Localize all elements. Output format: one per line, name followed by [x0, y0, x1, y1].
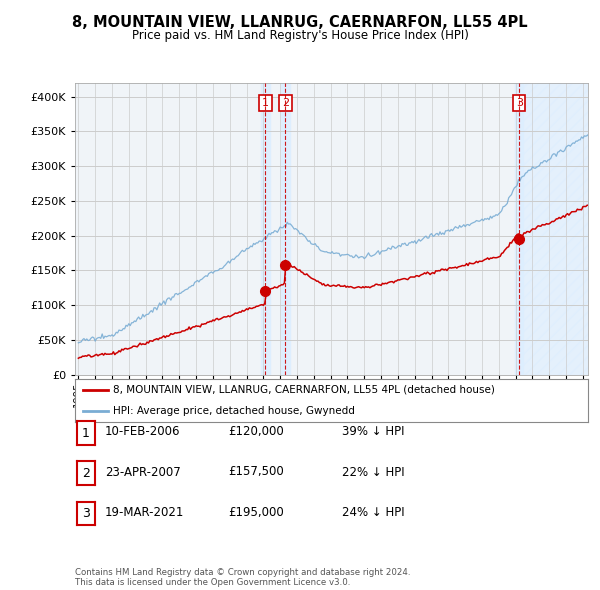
Text: 23-APR-2007: 23-APR-2007 — [105, 466, 181, 478]
Text: 8, MOUNTAIN VIEW, LLANRUG, CAERNARFON, LL55 4PL (detached house): 8, MOUNTAIN VIEW, LLANRUG, CAERNARFON, L… — [113, 385, 496, 395]
Text: 10-FEB-2006: 10-FEB-2006 — [105, 425, 181, 438]
Text: £120,000: £120,000 — [228, 425, 284, 438]
Text: 2: 2 — [282, 98, 289, 108]
Text: Contains HM Land Registry data © Crown copyright and database right 2024.
This d: Contains HM Land Registry data © Crown c… — [75, 568, 410, 587]
Text: 19-MAR-2021: 19-MAR-2021 — [105, 506, 184, 519]
Text: 3: 3 — [516, 98, 523, 108]
Text: 2: 2 — [82, 467, 90, 480]
Bar — [281, 83, 290, 375]
Text: 39% ↓ HPI: 39% ↓ HPI — [342, 425, 404, 438]
Text: HPI: Average price, detached house, Gwynedd: HPI: Average price, detached house, Gwyn… — [113, 406, 355, 416]
Bar — [261, 83, 269, 375]
Text: 1: 1 — [82, 427, 90, 440]
Text: £157,500: £157,500 — [228, 466, 284, 478]
Text: 1: 1 — [262, 98, 269, 108]
Text: £195,000: £195,000 — [228, 506, 284, 519]
Text: 24% ↓ HPI: 24% ↓ HPI — [342, 506, 404, 519]
Text: 3: 3 — [82, 507, 90, 520]
Bar — [515, 83, 523, 375]
Text: 8, MOUNTAIN VIEW, LLANRUG, CAERNARFON, LL55 4PL: 8, MOUNTAIN VIEW, LLANRUG, CAERNARFON, L… — [72, 15, 528, 30]
Text: Price paid vs. HM Land Registry's House Price Index (HPI): Price paid vs. HM Land Registry's House … — [131, 30, 469, 42]
Bar — [519, 83, 588, 375]
Text: 22% ↓ HPI: 22% ↓ HPI — [342, 466, 404, 478]
